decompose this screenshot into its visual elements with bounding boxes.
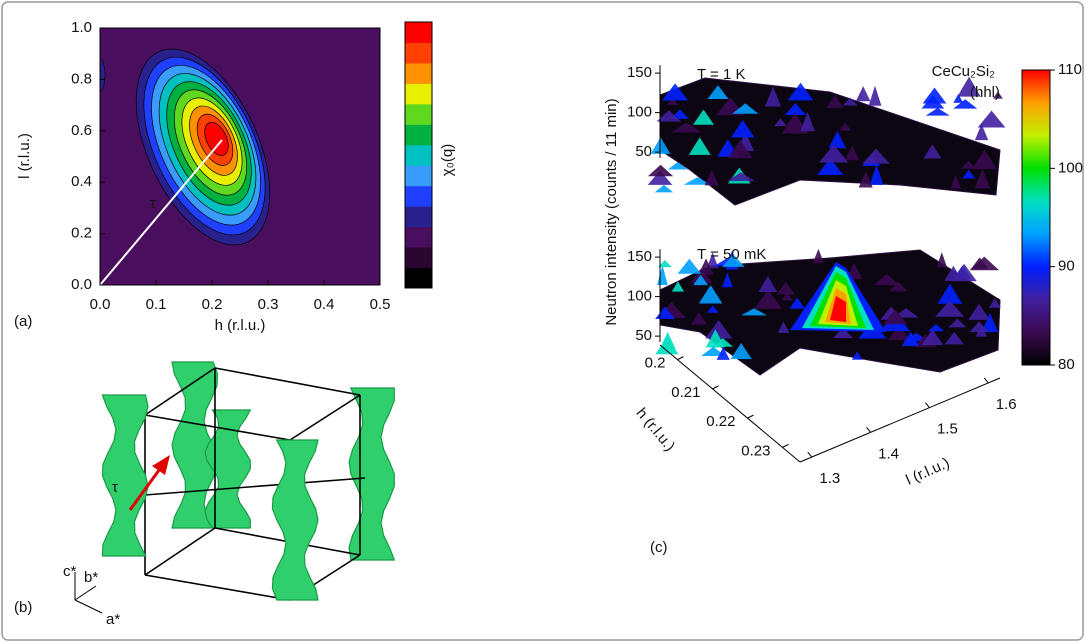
l-tick-label: 1.3 — [819, 470, 840, 487]
annotation: τ — [112, 479, 118, 496]
colorbar-band — [405, 206, 432, 227]
colorbar-band — [405, 268, 432, 289]
axis-label: c* — [63, 563, 77, 580]
compound: CeCu₂Si₂ — [932, 63, 996, 80]
panel-title: T = 1 K — [697, 66, 746, 83]
x-tick-label: 0.5 — [370, 296, 391, 313]
y-tick-label: 0.4 — [71, 173, 92, 190]
z-tick-label: 100 — [627, 288, 652, 305]
y-tick-label: 0.0 — [71, 276, 92, 293]
z-tick-label: 150 — [627, 64, 652, 81]
colorbar-tick-label: 80 — [1058, 356, 1075, 373]
z-tick-label: 50 — [635, 143, 652, 160]
z-tick-label: 100 — [627, 104, 652, 121]
colorbar-band — [405, 63, 432, 84]
colorbar-band — [405, 165, 432, 186]
colorbar-label: χ₀(q) — [439, 144, 456, 176]
colorbar-band — [405, 104, 432, 125]
h-tick-label: 0.2 — [645, 355, 666, 372]
x-tick-label: 0.0 — [90, 296, 111, 313]
panel-label: (b) — [14, 599, 32, 616]
colorbar-band — [405, 145, 432, 166]
axis-label: b* — [84, 569, 98, 586]
z-tick-label: 150 — [627, 248, 652, 265]
colorbar-band — [405, 124, 432, 145]
colorbar-band — [405, 22, 432, 43]
x-tick-label: 0.1 — [146, 296, 167, 313]
y-tick-label: 1.0 — [71, 19, 92, 36]
colorbar-band — [405, 186, 432, 207]
l-tick-label: 1.6 — [996, 396, 1017, 413]
h-tick-label: 0.23 — [741, 442, 770, 459]
colorbar — [1022, 70, 1050, 365]
colorbar-band — [405, 42, 432, 63]
colorbar-band — [405, 83, 432, 104]
axis-label: a* — [106, 611, 120, 628]
l-tick-label: 1.4 — [878, 445, 899, 462]
x-tick-label: 0.4 — [314, 296, 335, 313]
colorbar-band — [405, 227, 432, 248]
h-tick-label: 0.21 — [671, 384, 700, 401]
l-tick-label: 1.5 — [937, 421, 958, 438]
h-tick-label: 0.22 — [706, 413, 735, 430]
annotation: τ — [150, 195, 156, 212]
y-tick-label: 0.2 — [71, 225, 92, 242]
z-tick-label: 50 — [635, 327, 652, 344]
panel-label: (a) — [14, 313, 32, 330]
colorbar-tick-label: 90 — [1058, 258, 1075, 275]
colorbar-tick-label: 100 — [1058, 159, 1083, 176]
x-tick-label: 0.2 — [202, 296, 223, 313]
figure: τ 0.0 0.1 0.2 0.3 0.4 0.5 0.0 0.2 0.4 0.6 0.8 1.0 h (… — [0, 0, 1086, 643]
z-axis-label: Neutron intensity (counts / 11 min) — [603, 98, 620, 325]
colorbar-band — [405, 247, 432, 268]
x-axis-label: h (r.l.u.) — [215, 317, 266, 334]
x-tick-label: 0.3 — [258, 296, 279, 313]
colorbar-tick-label: 110 — [1058, 61, 1082, 78]
panel-label: (c) — [650, 539, 668, 556]
panel-title: T = 50 mK — [697, 246, 766, 263]
y-tick-label: 0.6 — [71, 122, 92, 139]
y-axis-label: l (r.l.u.) — [16, 133, 33, 179]
direction: (hhl) — [970, 84, 1000, 101]
y-tick-label: 0.8 — [71, 70, 92, 87]
